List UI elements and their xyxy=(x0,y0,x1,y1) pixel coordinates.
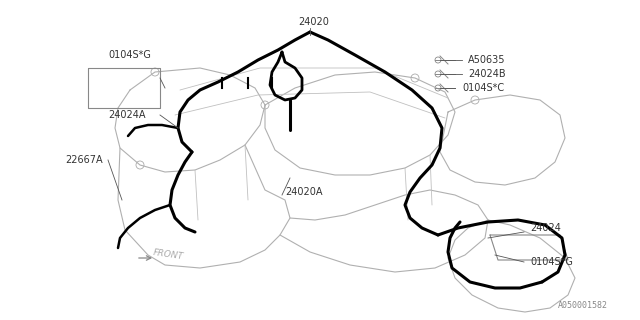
Text: 24024A: 24024A xyxy=(108,110,145,120)
Text: FRONT: FRONT xyxy=(152,248,184,261)
Text: 24020A: 24020A xyxy=(285,187,323,197)
Text: 0104S*G: 0104S*G xyxy=(108,50,151,60)
Text: A050001582: A050001582 xyxy=(558,301,608,310)
Text: 0104S*C: 0104S*C xyxy=(462,83,504,93)
Text: A50635: A50635 xyxy=(468,55,506,65)
Text: 24024B: 24024B xyxy=(468,69,506,79)
Text: 24020: 24020 xyxy=(298,17,329,27)
Text: 22667A: 22667A xyxy=(65,155,102,165)
Text: 24024: 24024 xyxy=(530,223,561,233)
Text: 0104S*G: 0104S*G xyxy=(530,257,573,267)
